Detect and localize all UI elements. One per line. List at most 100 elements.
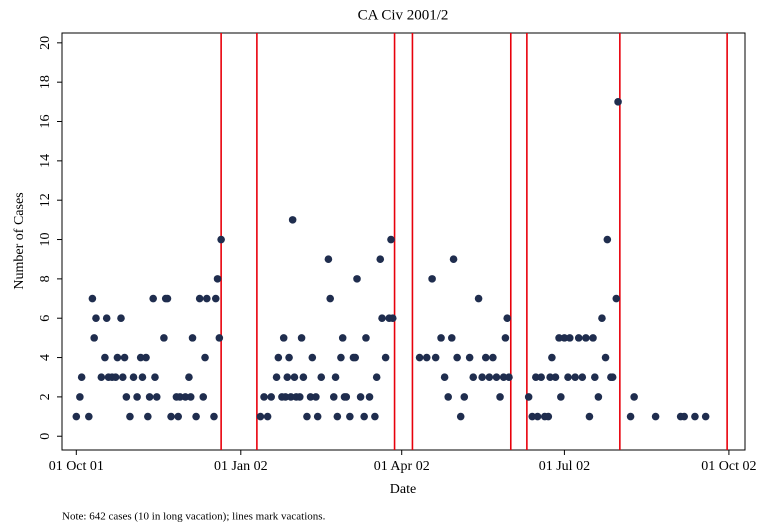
point (591, 373, 599, 382)
point (267, 393, 275, 401)
point (346, 412, 354, 421)
point (594, 393, 603, 401)
point (283, 373, 292, 382)
point (174, 412, 183, 421)
point (285, 353, 293, 362)
point (122, 393, 131, 401)
point (503, 314, 512, 323)
point (151, 373, 159, 382)
point (564, 373, 572, 382)
point (557, 393, 565, 401)
point (489, 353, 497, 362)
point (77, 373, 86, 382)
point (478, 373, 486, 382)
point (537, 373, 545, 382)
point (111, 373, 120, 382)
point (211, 294, 220, 303)
point (126, 412, 134, 421)
y-tick-label: 14 (38, 154, 53, 168)
point (376, 255, 385, 264)
point (195, 294, 204, 303)
y-tick-label: 16 (38, 115, 53, 129)
point (120, 353, 129, 362)
y-tick-label: 8 (38, 275, 53, 282)
point (129, 373, 138, 382)
point (571, 373, 579, 382)
plot-frame (61, 32, 746, 451)
point (145, 393, 154, 401)
point (460, 393, 469, 401)
point (560, 334, 569, 342)
point (481, 353, 490, 362)
point (90, 334, 98, 342)
point (306, 393, 315, 401)
point (287, 393, 295, 401)
point (342, 393, 351, 401)
point (447, 334, 456, 342)
point (97, 373, 106, 382)
point (313, 412, 322, 421)
y-tick-label: 0 (38, 433, 53, 440)
point (533, 412, 542, 421)
point (381, 353, 390, 362)
point (188, 334, 197, 342)
y-axis-label: Number of Cases (12, 192, 27, 289)
point (331, 373, 340, 382)
point (388, 314, 397, 323)
point (371, 412, 379, 421)
point (186, 393, 195, 401)
point (465, 353, 474, 362)
point (160, 334, 168, 342)
point (203, 294, 211, 303)
point (210, 412, 218, 421)
point (378, 314, 386, 323)
point (598, 314, 606, 323)
point (456, 412, 465, 421)
point (422, 353, 431, 362)
point (582, 334, 590, 342)
point (274, 353, 283, 362)
point (651, 412, 660, 421)
point (163, 294, 172, 303)
point (101, 353, 109, 362)
point (614, 98, 622, 106)
point (133, 393, 141, 401)
note: Note: 642 cases (10 in long vacation); l… (62, 511, 326, 523)
point (387, 235, 395, 244)
point (329, 393, 338, 401)
y-tick-label: 18 (38, 75, 53, 89)
point (546, 373, 554, 382)
point (176, 393, 184, 401)
point (680, 412, 689, 421)
point (279, 334, 288, 342)
x-tick-label: 01 Jan 02 (214, 459, 268, 474)
point (142, 353, 150, 362)
point (601, 353, 610, 362)
point (303, 412, 311, 421)
point (428, 275, 436, 283)
point (501, 334, 510, 342)
point (144, 412, 152, 421)
x-tick-label: 01 Apr 02 (374, 459, 430, 474)
y-tick-label: 2 (38, 393, 53, 400)
point (181, 393, 190, 401)
point (217, 235, 225, 244)
point (353, 275, 361, 283)
y-tick-label: 20 (38, 36, 53, 50)
point (272, 373, 281, 382)
point (149, 294, 157, 303)
point (213, 275, 222, 283)
point (92, 314, 100, 323)
point (351, 353, 360, 362)
point (102, 314, 111, 323)
point (295, 393, 304, 401)
x-tick-label: 01 Oct 02 (701, 459, 756, 474)
point (199, 393, 208, 401)
point (585, 412, 594, 421)
chart-title: CA Civ 2001/2 (358, 7, 449, 23)
point (505, 373, 513, 382)
point (215, 334, 224, 342)
x-axis-label: Date (390, 482, 416, 497)
point (603, 235, 612, 244)
point (333, 412, 342, 421)
